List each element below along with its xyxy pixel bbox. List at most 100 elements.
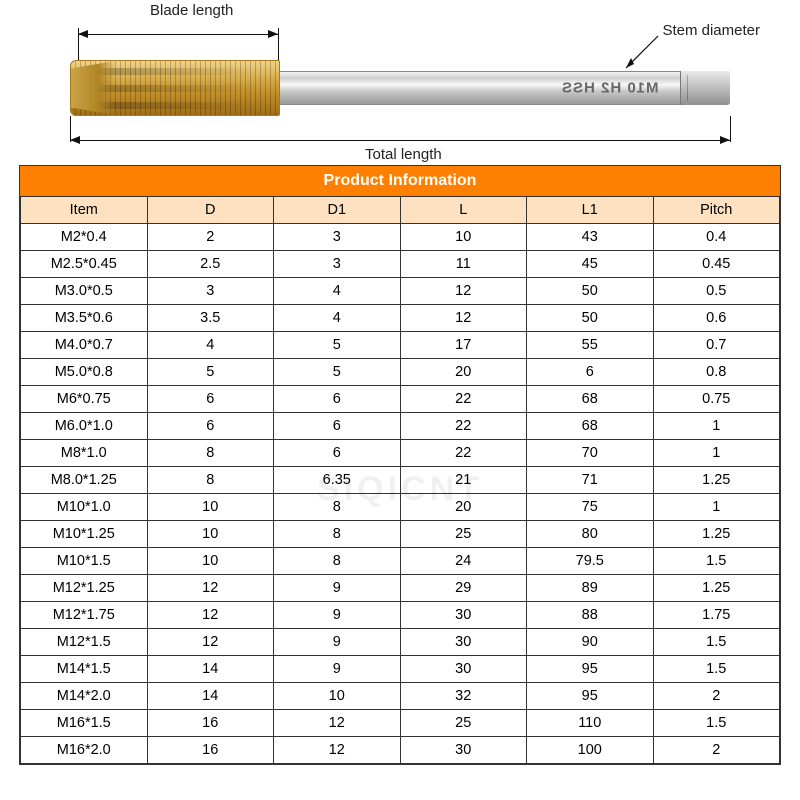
table-cell: 0.8 bbox=[653, 359, 780, 386]
table-row: M14*2.0141032952 bbox=[21, 683, 780, 710]
table-cell: 10 bbox=[147, 548, 274, 575]
table-cell: 2 bbox=[653, 683, 780, 710]
table-cell: 1.25 bbox=[653, 521, 780, 548]
table-cell: 12 bbox=[400, 305, 527, 332]
table-cell: 1 bbox=[653, 440, 780, 467]
table-cell: 79.5 bbox=[527, 548, 654, 575]
table-cell: 43 bbox=[527, 224, 654, 251]
table-cell: 3 bbox=[274, 251, 401, 278]
table-cell: 71 bbox=[527, 467, 654, 494]
table-cell: 0.75 bbox=[653, 386, 780, 413]
page-container: Blade length Stem diameter M10 H2 HSS bbox=[0, 0, 800, 800]
table-row: M6*0.756622680.75 bbox=[21, 386, 780, 413]
table-cell: 14 bbox=[147, 683, 274, 710]
table-row: M8.0*1.2586.3521711.25 bbox=[21, 467, 780, 494]
table-header-cell: D1 bbox=[274, 197, 401, 224]
table-row: M16*2.01612301002 bbox=[21, 737, 780, 764]
table-row: M2.5*0.452.5311450.45 bbox=[21, 251, 780, 278]
table-cell: 17 bbox=[400, 332, 527, 359]
table-cell: 4 bbox=[274, 278, 401, 305]
table-cell: 6 bbox=[147, 413, 274, 440]
table-cell: 1.75 bbox=[653, 602, 780, 629]
table-cell: 30 bbox=[400, 629, 527, 656]
shank-marking: M10 H2 HSS bbox=[561, 80, 659, 97]
tap-diagram: Blade length Stem diameter M10 H2 HSS bbox=[20, 0, 780, 165]
table-cell: M14*1.5 bbox=[21, 656, 148, 683]
table-cell: 1.5 bbox=[653, 656, 780, 683]
table-cell: 9 bbox=[274, 575, 401, 602]
table-row: M14*1.514930951.5 bbox=[21, 656, 780, 683]
tap-drawing: M10 H2 HSS bbox=[70, 60, 730, 116]
table-cell: M3.5*0.6 bbox=[21, 305, 148, 332]
blade-length-label: Blade length bbox=[150, 2, 233, 19]
table-cell: M6*0.75 bbox=[21, 386, 148, 413]
table-header-cell: D bbox=[147, 197, 274, 224]
table-cell: 22 bbox=[400, 440, 527, 467]
table-row: M12*1.512930901.5 bbox=[21, 629, 780, 656]
table-row: M16*1.51612251101.5 bbox=[21, 710, 780, 737]
table-cell: 1 bbox=[653, 494, 780, 521]
table-cell: 14 bbox=[147, 656, 274, 683]
table-cell: M10*1.0 bbox=[21, 494, 148, 521]
table-cell: 4 bbox=[147, 332, 274, 359]
table-cell: M4.0*0.7 bbox=[21, 332, 148, 359]
table-cell: 30 bbox=[400, 656, 527, 683]
table-cell: M8*1.0 bbox=[21, 440, 148, 467]
table-row: M5.0*0.8552060.8 bbox=[21, 359, 780, 386]
table-cell: 20 bbox=[400, 494, 527, 521]
tap-shank-end bbox=[680, 71, 730, 105]
table-cell: 9 bbox=[274, 602, 401, 629]
table-cell: 25 bbox=[400, 521, 527, 548]
table-cell: 0.5 bbox=[653, 278, 780, 305]
table-cell: M16*2.0 bbox=[21, 737, 148, 764]
table-cell: M14*2.0 bbox=[21, 683, 148, 710]
table-cell: 5 bbox=[274, 359, 401, 386]
table-header-cell: L bbox=[400, 197, 527, 224]
table-cell: 9 bbox=[274, 629, 401, 656]
table-cell: 100 bbox=[527, 737, 654, 764]
table-cell: M6.0*1.0 bbox=[21, 413, 148, 440]
table-title: Product Information bbox=[20, 166, 780, 196]
table-cell: 90 bbox=[527, 629, 654, 656]
table-cell: M2*0.4 bbox=[21, 224, 148, 251]
table-cell: 3 bbox=[274, 224, 401, 251]
table-cell: 6 bbox=[527, 359, 654, 386]
table-cell: 6 bbox=[147, 386, 274, 413]
table-cell: 50 bbox=[527, 305, 654, 332]
table-cell: 8 bbox=[274, 494, 401, 521]
table-cell: 1.25 bbox=[653, 467, 780, 494]
table-cell: 16 bbox=[147, 710, 274, 737]
table-cell: 22 bbox=[400, 413, 527, 440]
table-cell: 22 bbox=[400, 386, 527, 413]
spec-table: ItemDD1LL1Pitch M2*0.42310430.4M2.5*0.45… bbox=[20, 196, 780, 764]
table-row: M12*1.2512929891.25 bbox=[21, 575, 780, 602]
table-cell: 6.35 bbox=[274, 467, 401, 494]
table-cell: 12 bbox=[400, 278, 527, 305]
table-cell: M8.0*1.25 bbox=[21, 467, 148, 494]
table-cell: 32 bbox=[400, 683, 527, 710]
table-cell: 70 bbox=[527, 440, 654, 467]
table-cell: 6 bbox=[274, 386, 401, 413]
tap-shank: M10 H2 HSS bbox=[270, 71, 730, 105]
table-cell: 0.4 bbox=[653, 224, 780, 251]
table-cell: 10 bbox=[400, 224, 527, 251]
blade-tick-right bbox=[278, 28, 279, 62]
total-length-arrow bbox=[70, 140, 730, 141]
table-row: M10*1.2510825801.25 bbox=[21, 521, 780, 548]
table-cell: 30 bbox=[400, 602, 527, 629]
table-cell: 1 bbox=[653, 413, 780, 440]
table-cell: 12 bbox=[147, 575, 274, 602]
table-header-row: ItemDD1LL1Pitch bbox=[21, 197, 780, 224]
table-cell: 68 bbox=[527, 386, 654, 413]
table-cell: 1.25 bbox=[653, 575, 780, 602]
table-cell: 3.5 bbox=[147, 305, 274, 332]
table-cell: M12*1.75 bbox=[21, 602, 148, 629]
table-cell: 55 bbox=[527, 332, 654, 359]
total-length-label: Total length bbox=[365, 146, 442, 163]
flute bbox=[77, 85, 259, 92]
table-cell: 8 bbox=[147, 440, 274, 467]
table-cell: 6 bbox=[274, 440, 401, 467]
table-row: M6.0*1.06622681 bbox=[21, 413, 780, 440]
table-row: M10*1.010820751 bbox=[21, 494, 780, 521]
table-row: M3.0*0.53412500.5 bbox=[21, 278, 780, 305]
